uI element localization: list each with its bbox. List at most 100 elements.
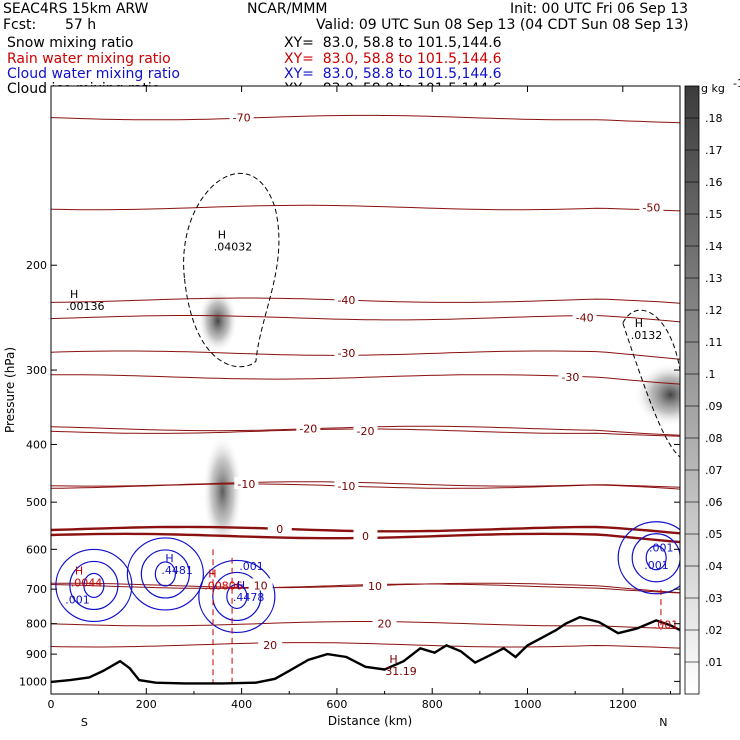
isotherm-15 <box>51 642 680 649</box>
cloud-water-contour-3-0 <box>645 545 667 571</box>
isotherm-label-8: -10 <box>237 478 255 491</box>
colorbar-label-16: .17 <box>705 144 723 157</box>
cloud-water-contour-2-1 <box>212 571 262 622</box>
high-marker-3: H <box>389 653 397 666</box>
colorbar-label-12: .13 <box>705 272 723 285</box>
colorbar-label-4: .05 <box>705 528 723 541</box>
field-xy-snow: XY= 83.0, 58.8 to 101.5,144.6 <box>284 35 502 51</box>
colorbar: .01 .02 .03 .04 .05 .06 .07 .08 .09 .1 .11 .12 .13 .1… <box>684 77 740 695</box>
high-value-6: .4481 <box>161 564 193 577</box>
y-tick-label-6: 800 <box>26 618 47 631</box>
x-tick-label-1: 200 <box>136 698 157 711</box>
terrain-line <box>51 615 680 685</box>
isotherm-2 <box>51 297 680 304</box>
snow-shading <box>197 288 680 550</box>
x-tick-label-2: 400 <box>231 698 252 711</box>
high-marker-7: H <box>237 579 245 592</box>
y-tick-label-4: 600 <box>26 543 47 556</box>
y-tick-label-1: 300 <box>26 364 47 377</box>
cloud-water-contour-3-2 <box>617 521 680 595</box>
x-tick-label-4: 800 <box>422 698 443 711</box>
colorbar-label-14: .15 <box>705 208 723 221</box>
isotherm-label-12: 10 <box>254 579 268 592</box>
cloud-ice-outline-1 <box>622 309 680 458</box>
colorbar-label-2: .03 <box>705 592 723 605</box>
field-name-rain: Rain water mixing ratio <box>7 51 171 67</box>
isotherm-label-11: 0 <box>362 530 369 543</box>
model-title: SEAC4RS 15km ARW <box>3 1 149 17</box>
plot-area <box>51 86 680 694</box>
cloud-water-label-0: .001 <box>65 594 90 607</box>
cloud-contours <box>55 173 680 684</box>
high-value-0: .00136 <box>66 300 105 313</box>
isotherm-label-1: -50 <box>642 202 660 215</box>
high-marker-2: H <box>635 317 643 330</box>
y-axis-title: Pressure (hPa) <box>3 347 17 433</box>
cloud-water-contour-2-2 <box>198 559 276 634</box>
cloud-water-label-3: .001 <box>644 559 669 572</box>
isotherm-label-9: -10 <box>337 480 355 493</box>
cloud-water-label-1: .001 <box>239 560 264 573</box>
cloud-water-contour-0-2 <box>55 548 133 623</box>
colorbar-label-6: .07 <box>705 464 723 477</box>
forecast-label: Fcst: <box>3 17 37 33</box>
high-marker-0: H <box>70 288 78 301</box>
south-label: S <box>81 716 88 729</box>
isotherm-label-bg-10 <box>267 522 292 535</box>
isotherm-label-bg-11 <box>353 529 378 542</box>
y-tick-label-2: 400 <box>26 438 47 451</box>
field-name-snow: Snow mixing ratio <box>7 35 134 51</box>
cloud-water-contour-0-0 <box>83 572 105 599</box>
colorbar-label-15: .16 <box>705 176 723 189</box>
isotherm-label-bg-1 <box>639 200 664 213</box>
x-tick-label-0: 0 <box>48 698 55 711</box>
x-tick-label-6: 1200 <box>609 698 637 711</box>
cloud-water-contour-1-0 <box>154 561 176 587</box>
high-marker-4: H <box>75 564 83 577</box>
field-name-cloud-water: Cloud water mixing ratio <box>7 66 180 82</box>
high-value-1: .04032 <box>214 240 253 253</box>
snow-mass-0 <box>197 288 238 353</box>
isotherm-label-10: 0 <box>276 523 283 536</box>
contour-labels: -70 -50 -40 -40 -30 -30 -20 -20 -10 -10 0 0 10 10 20 20… <box>65 110 678 678</box>
x-tick-label-5: 1000 <box>514 698 542 711</box>
cloud-water-contour-2-0 <box>226 583 248 610</box>
isotherm-label-bg-4 <box>334 346 359 359</box>
north-label: N <box>659 716 667 729</box>
x-axis-title: Distance (km) <box>328 714 412 728</box>
isotherm-label-bg-12 <box>248 578 273 591</box>
colorbar-label-0: .01 <box>705 656 723 669</box>
isotherm-label-15: 20 <box>263 639 277 652</box>
isotherm-label-5: -30 <box>561 371 579 384</box>
high-value-5: .00806 <box>204 579 243 592</box>
high-marker-5: H <box>208 567 216 580</box>
terrain-surface <box>51 615 680 685</box>
y-tick-label-7: 900 <box>26 648 47 661</box>
isotherm-label-14: 20 <box>378 618 392 631</box>
colorbar-label-10: .11 <box>705 336 723 349</box>
snow-mass-1 <box>634 362 680 427</box>
colorbar-label-11: .12 <box>705 304 723 317</box>
isotherm-label-2: -40 <box>337 294 355 307</box>
cloud-water-contour-1-2 <box>126 537 204 611</box>
isotherm-4 <box>51 350 680 360</box>
isotherm-label-bg-6 <box>296 421 321 434</box>
init-time: Init: 00 UTC Fri 06 Sep 13 <box>510 1 689 17</box>
high-marker-1: H <box>218 228 226 241</box>
colorbar-gradient <box>684 85 700 695</box>
cloud-water-contour-0-1 <box>69 560 119 611</box>
isotherm-label-3: -40 <box>576 312 594 325</box>
isotherm-label-bg-8 <box>234 476 259 489</box>
colorbar-label-3: .04 <box>705 560 723 573</box>
isotherm-14 <box>51 621 680 630</box>
forecast-hours: 57 h <box>65 17 97 33</box>
colorbar-label-7: .08 <box>705 432 723 445</box>
colorbar-unit-exponent: -1 <box>733 77 740 90</box>
isotherm-label-bg-13 <box>363 579 388 592</box>
colorbar-unit: g kg <box>701 82 725 95</box>
isotherm-label-7: -20 <box>357 425 375 438</box>
high-marker-6: H <box>165 552 173 565</box>
isotherm-label-bg-7 <box>353 424 378 437</box>
chart-header: SEAC4RS 15km ARW NCAR/MMM Init: 00 UTC F… <box>0 0 740 100</box>
